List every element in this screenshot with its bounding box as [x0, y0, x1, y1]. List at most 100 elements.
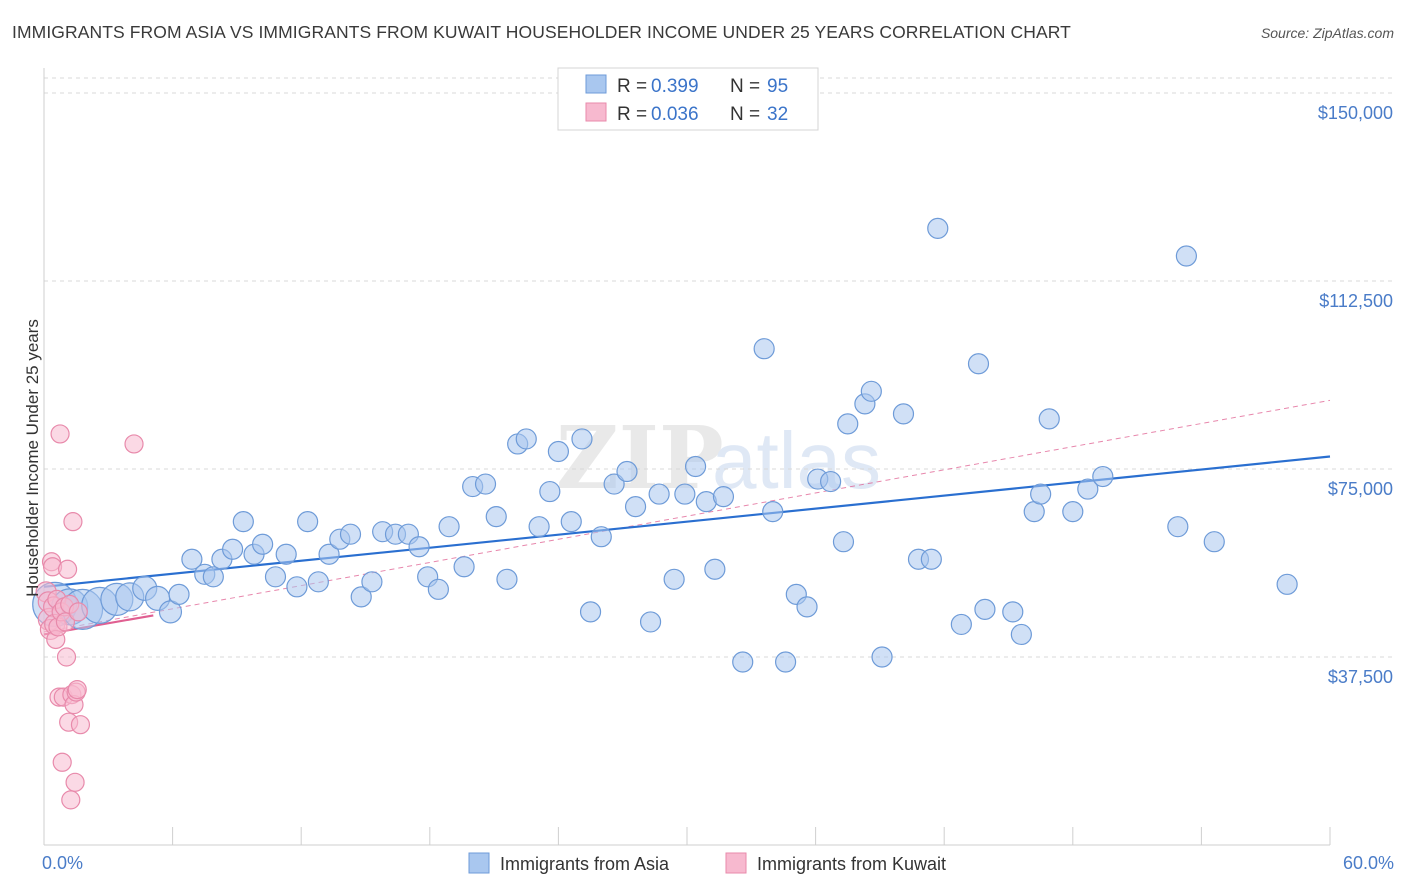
y-tick-label-3: $150,000 [1318, 103, 1393, 123]
point-asia-50 [616, 460, 638, 483]
legend-r-value-kuwait: 0.036 [651, 104, 699, 125]
point-asia-80 [1002, 601, 1024, 623]
legend-n-label-asia: N = [730, 76, 760, 97]
point-asia-60 [732, 651, 754, 673]
point-asia-19 [275, 543, 297, 565]
point-asia-72 [871, 646, 893, 668]
bottom-legend-label-asia: Immigrants from Asia [500, 854, 670, 874]
legend-n-value-asia: 95 [767, 76, 788, 97]
bottom-legend-swatch-kuwait [725, 852, 747, 874]
axes [43, 68, 1331, 846]
point-asia-76 [927, 217, 949, 239]
point-asia-62 [762, 501, 784, 523]
point-asia-84 [1038, 408, 1060, 430]
point-asia-88 [1167, 516, 1189, 538]
point-kuwait-18 [56, 647, 77, 667]
legend-n-label-kuwait: N = [730, 104, 760, 125]
point-asia-39 [496, 568, 518, 590]
y-tick-label-2: $112,500 [1319, 291, 1393, 311]
point-asia-17 [252, 533, 274, 555]
point-asia-31 [408, 536, 430, 558]
point-asia-14 [222, 538, 244, 560]
point-asia-38 [485, 506, 507, 528]
y-tick-labels: $37,500 $75,000 $112,500 $150,000 [1318, 103, 1393, 687]
point-asia-69 [837, 413, 859, 435]
point-asia-85 [1062, 501, 1084, 523]
point-asia-52 [639, 611, 662, 633]
point-asia-86 [1077, 478, 1099, 500]
point-asia-20 [286, 576, 308, 598]
legend-n-value-kuwait: 32 [767, 104, 788, 125]
point-kuwait-12 [50, 424, 70, 444]
point-asia-10 [181, 548, 203, 570]
point-asia-41 [515, 428, 537, 450]
y-tick-label-0: $37,500 [1328, 667, 1393, 687]
point-kuwait-14 [52, 752, 72, 772]
y-tick-label-1: $75,000 [1328, 479, 1393, 499]
point-asia-71 [860, 380, 882, 402]
point-kuwait-29 [68, 602, 88, 622]
source-credit: Source: ZipAtlas.com [1260, 25, 1394, 41]
bottom-legend-label-kuwait: Immigrants from Kuwait [757, 854, 946, 874]
point-asia-43 [539, 480, 561, 503]
point-asia-78 [967, 353, 990, 375]
point-asia-15 [232, 511, 254, 533]
legend-swatch-kuwait [585, 102, 607, 122]
point-asia-25 [339, 523, 362, 545]
legend-r-label-asia: R = [617, 76, 647, 97]
point-asia-9 [168, 583, 190, 605]
point-asia-83 [1030, 483, 1052, 505]
point-asia-44 [547, 440, 570, 463]
point-asia-89 [1175, 245, 1197, 267]
point-asia-56 [684, 455, 707, 478]
point-asia-87 [1092, 465, 1114, 488]
point-asia-18 [264, 566, 287, 588]
y-axis-label: Householder Income Under 25 years [23, 319, 42, 597]
point-asia-63 [774, 651, 797, 673]
point-asia-33 [427, 578, 449, 600]
legend-r-value-asia: 0.399 [651, 76, 699, 97]
point-asia-65 [796, 596, 818, 618]
point-asia-42 [528, 516, 550, 538]
legend-swatch-asia [585, 74, 607, 94]
point-asia-61 [753, 338, 775, 360]
point-kuwait-24 [63, 512, 83, 532]
point-kuwait-31 [124, 434, 144, 454]
point-asia-79 [974, 598, 996, 620]
data-points [32, 217, 1298, 810]
point-kuwait-19 [57, 559, 78, 579]
point-asia-22 [307, 571, 329, 593]
series-asia [32, 217, 1298, 673]
series-kuwait [35, 424, 144, 810]
point-asia-59 [712, 485, 735, 508]
point-kuwait-26 [65, 772, 85, 792]
point-asia-58 [704, 558, 726, 580]
point-asia-35 [453, 556, 475, 578]
point-asia-48 [590, 526, 612, 548]
point-asia-21 [297, 511, 319, 533]
point-kuwait-28 [67, 679, 87, 700]
point-asia-68 [832, 531, 855, 553]
point-asia-75 [920, 548, 942, 570]
trend-extension-dashed [43, 399, 1331, 633]
point-asia-34 [438, 516, 460, 538]
legend: R = 0.399 N = 95 R = 0.036 N = 32 [557, 67, 819, 131]
bottom-legend-swatch-asia [468, 852, 490, 874]
point-asia-54 [663, 568, 685, 590]
point-asia-67 [820, 470, 842, 493]
point-asia-46 [571, 428, 593, 450]
point-asia-55 [674, 483, 696, 505]
point-asia-73 [892, 403, 915, 425]
x-tick-label-min: 0.0% [42, 853, 83, 873]
point-asia-77 [950, 613, 972, 636]
point-asia-51 [624, 496, 647, 518]
x-tick-label-max: 60.0% [1343, 853, 1394, 873]
point-asia-27 [361, 571, 383, 593]
point-asia-47 [579, 601, 602, 623]
point-asia-53 [648, 483, 670, 505]
point-asia-8 [158, 600, 183, 624]
point-asia-90 [1203, 531, 1225, 553]
point-asia-49 [603, 473, 625, 495]
point-asia-37 [474, 473, 497, 495]
